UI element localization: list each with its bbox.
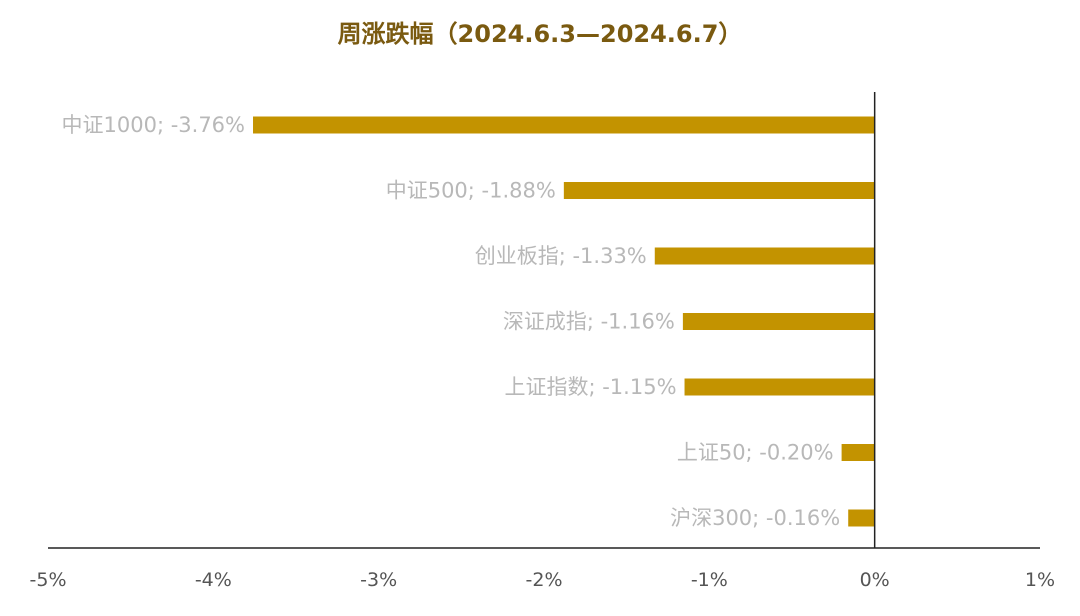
x-tick-group: -5% -4% -3% -2% -1% 0% 1% [30,569,1056,591]
bar-2 [654,247,875,265]
bar-1 [563,182,875,199]
bar-group [253,116,875,527]
bar-5 [841,444,875,461]
x-tick-label-5: 0% [860,569,890,591]
chart-title: 周涨跌幅（2024.6.3—2024.6.7） [338,20,743,48]
x-tick-label-3: -2% [526,569,563,591]
bar-label-2: 创业板指; -1.33% [475,244,647,268]
x-tick-label-0: -5% [30,569,67,591]
bar-0 [253,116,875,134]
label-group: 中证1000; -3.76% 中证500; -1.88% 创业板指; -1.33% 深… [62,113,841,530]
x-tick-label-4: -1% [691,569,728,591]
bar-6 [848,509,875,527]
bar-label-0: 中证1000; -3.76% [62,113,245,137]
x-tick-label-2: -3% [360,569,397,591]
bar-3 [682,313,875,330]
bar-label-5: 上证50; -0.20% [677,441,834,465]
bar-label-1: 中证500; -1.88% [386,179,556,203]
bar-label-3: 深证成指; -1.16% [503,310,675,334]
bar-label-4: 上证指数; -1.15% [504,375,676,399]
bar-4 [684,378,875,396]
x-tick-label-6: 1% [1025,569,1055,591]
x-tick-label-1: -4% [195,569,232,591]
bar-label-6: 沪深300; -0.16% [670,506,840,530]
